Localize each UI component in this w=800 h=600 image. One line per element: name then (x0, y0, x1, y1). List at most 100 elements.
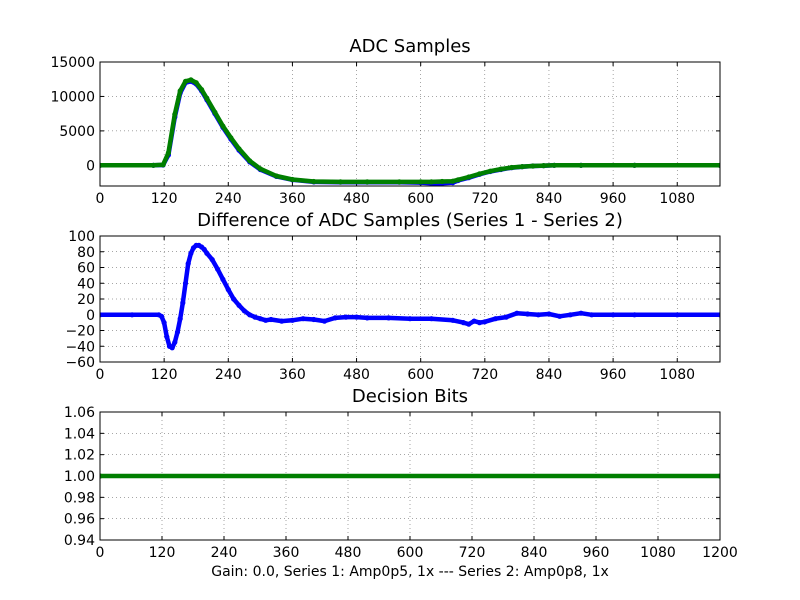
data-point (557, 313, 563, 319)
data-point (418, 179, 424, 185)
plot-frame (99, 235, 721, 363)
data-point (165, 150, 171, 156)
x-tick-label: 840 (536, 367, 563, 383)
series-2 (100, 77, 720, 185)
x-tick-label: 480 (343, 191, 370, 207)
data-point (578, 310, 584, 316)
data-point (525, 311, 531, 317)
data-point (279, 318, 285, 324)
y-tick-label: 0.94 (64, 533, 95, 549)
plot-frame (99, 411, 721, 541)
data-point (717, 473, 720, 479)
data-point (273, 173, 279, 179)
x-tick-label: 600 (397, 545, 424, 561)
data-point (228, 135, 234, 141)
data-point (188, 250, 194, 256)
data-point (311, 178, 317, 185)
data-point (717, 162, 720, 168)
y-tick-label: 15000 (50, 55, 95, 71)
x-tick-label: 360 (279, 367, 306, 383)
data-point (172, 339, 178, 345)
y-tick-label: 0 (86, 158, 95, 174)
data-point (364, 179, 370, 185)
data-point (364, 315, 370, 321)
data-point (396, 179, 402, 185)
data-point (407, 316, 413, 322)
x-tick-label: 720 (471, 367, 498, 383)
data-point (514, 310, 520, 316)
data-point (204, 95, 210, 102)
series-1 (100, 242, 720, 351)
data-point (311, 316, 317, 323)
x-tick-label: 840 (521, 545, 548, 561)
data-point (161, 320, 167, 326)
x-tick-label: 240 (215, 191, 242, 207)
data-point (100, 162, 103, 168)
data-point (455, 177, 461, 183)
data-point (354, 314, 360, 320)
data-point (498, 166, 504, 172)
y-tick-label: −60 (65, 355, 95, 371)
series-1 (100, 473, 720, 479)
data-point (519, 164, 525, 170)
data-point (589, 312, 595, 318)
x-tick-label: 1080 (659, 191, 695, 207)
y-tick-label: 1.04 (64, 426, 95, 442)
data-point (100, 312, 103, 318)
data-point (215, 266, 221, 272)
data-point (439, 178, 445, 185)
data-point (199, 87, 205, 93)
chart-title: Difference of ADC Samples (Series 1 - Se… (197, 210, 623, 231)
data-point (172, 111, 178, 117)
data-point (177, 316, 183, 322)
data-point (717, 312, 720, 318)
data-point (204, 250, 210, 256)
data-point (541, 163, 547, 169)
data-point (471, 318, 477, 324)
x-tick-label: 120 (149, 545, 176, 561)
data-point (220, 276, 226, 282)
x-tick-label: 1200 (702, 545, 738, 561)
y-tick-label: 0.96 (64, 512, 95, 528)
data-point (212, 109, 218, 115)
x-tick-label: 720 (471, 191, 498, 207)
data-point (300, 316, 306, 322)
data-point (546, 311, 552, 317)
data-point (247, 312, 253, 318)
data-point (160, 162, 166, 168)
x-tick-label: 360 (273, 545, 300, 561)
data-point (201, 246, 207, 252)
y-tick-label: 60 (77, 261, 95, 277)
series-line (100, 77, 720, 185)
x-tick-label: 1080 (640, 545, 676, 561)
data-point (150, 162, 156, 168)
data-point (428, 316, 434, 322)
data-point (263, 317, 269, 323)
y-tick-label: 20 (77, 292, 95, 308)
y-tick-label: 0 (86, 308, 95, 324)
y-tick-label: 1.00 (64, 469, 95, 485)
data-point (231, 296, 237, 302)
x-tick-label: 360 (279, 191, 306, 207)
x-tick-label: 240 (215, 367, 242, 383)
data-point (209, 257, 215, 263)
data-point (466, 174, 472, 180)
x-tick-label: 480 (343, 367, 370, 383)
data-point (100, 473, 103, 479)
x-tick-label: 720 (459, 545, 486, 561)
data-point (610, 312, 616, 318)
data-point (343, 314, 349, 320)
y-tick-label: 0.98 (64, 490, 95, 506)
x-tick-label: 600 (407, 367, 434, 383)
chart-panel-1: ADC Samples 0 120 240 360 480 600 720 840 960 1080… (50, 36, 721, 207)
x-tick-label: 0 (96, 191, 105, 207)
data-point (482, 319, 488, 325)
chart-panel-2: Difference of ADC Samples (Series 1 - Se… (65, 210, 721, 383)
x-axis-label: Gain: 0.0, Series 1: Amp0p5, 1x --- Seri… (211, 564, 609, 580)
x-tick-label: 240 (211, 545, 238, 561)
data-point (337, 179, 344, 185)
x-tick-label: 960 (600, 367, 627, 383)
x-tick-label: 960 (600, 191, 627, 207)
x-tick-label: 0 (96, 367, 105, 383)
